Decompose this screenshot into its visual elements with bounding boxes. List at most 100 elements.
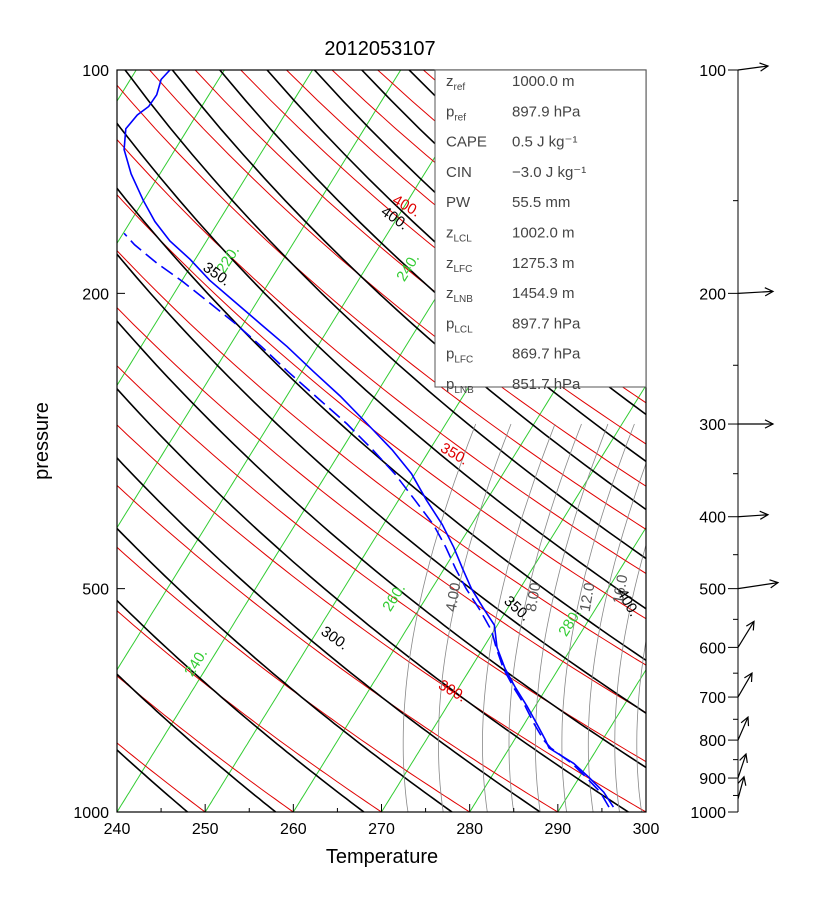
isotherm-line	[117, 70, 313, 387]
dry-adiabat-line	[117, 306, 646, 714]
moist-adiabat-line	[117, 748, 189, 812]
mixing-ratio-line	[438, 423, 512, 812]
mixing-ratio-line	[561, 423, 635, 812]
wind-axis-label: 900	[699, 771, 726, 788]
axis-ticks: 240 250 260 270 280 290 300 100 200 500 1000	[73, 63, 659, 838]
line-label: 260.	[379, 581, 409, 615]
wind-barb-arrow	[737, 776, 745, 800]
x-tick-label: 290	[544, 821, 571, 838]
dewpoint-profile-line	[123, 232, 610, 808]
info-row-value: 0.5 J kg⁻¹	[512, 134, 577, 151]
wind-barb-arrow	[737, 716, 749, 741]
mixing-ratio-line	[535, 423, 609, 812]
dry-adiabat-line	[117, 84, 646, 530]
moist-adiabat-line	[117, 252, 646, 715]
wind-axis-label: 100	[699, 63, 726, 80]
dry-adiabat-line	[117, 249, 646, 666]
line-label: 8.00	[523, 581, 545, 613]
isotherm-line	[645, 811, 646, 812]
wind-axis-label: 200	[699, 286, 726, 303]
info-row-label: CIN	[446, 164, 472, 181]
wind-barb-arrowhead	[759, 62, 770, 72]
wind-axis-label: 300	[699, 417, 726, 434]
wind-barb-arrowhead	[744, 671, 753, 683]
x-tick-label: 270	[368, 821, 395, 838]
dry-adiabat-line	[117, 365, 646, 763]
wind-barb-arrowhead	[764, 287, 775, 297]
moist-adiabat-line	[117, 187, 646, 662]
wind-barb-arrow	[737, 621, 755, 648]
info-row-value: 869.7 hPa	[512, 346, 581, 363]
dry-adiabat-line	[117, 675, 294, 812]
wind-barb-column: 100 200 300 400 500 600 700 800 900 1000	[690, 62, 780, 822]
wind-barb-arrowhead	[739, 752, 748, 763]
wind-barb-arrow	[737, 582, 779, 590]
line-label: 350.	[437, 439, 471, 468]
isotherm-line	[381, 384, 646, 812]
x-tick-label: 250	[192, 821, 219, 838]
y-tick-label: 100	[82, 63, 109, 80]
dry-adiabat-line	[117, 193, 646, 620]
line-label: 4.00	[443, 581, 465, 613]
x-tick-label: 280	[456, 821, 483, 838]
isotherm-line	[117, 70, 137, 102]
mixing-ratio-line	[402, 423, 477, 812]
mixing-ratio-line	[636, 638, 646, 812]
info-row-value: 1454.9 m	[512, 285, 575, 302]
dry-adiabat-line	[117, 484, 559, 812]
wind-barb-arrowhead	[764, 419, 775, 429]
wind-barb-arrowhead	[740, 715, 750, 727]
x-tick-label: 300	[633, 821, 660, 838]
info-row-value: 1002.0 m	[512, 225, 575, 242]
moist-adiabat-line	[117, 527, 453, 812]
moist-adiabat-line	[117, 673, 277, 812]
info-row-subscript: LFC	[454, 264, 473, 275]
moist-adiabat-line	[117, 122, 646, 610]
wind-barb-arrow	[737, 514, 769, 518]
isotherm-line	[117, 70, 578, 812]
wind-axis-label: 500	[699, 582, 726, 599]
wind-barb-arrowhead	[737, 775, 747, 786]
wind-barb-arrowhead	[759, 510, 770, 520]
info-row-subscript: LCL	[454, 324, 473, 335]
wind-barb-arrow	[737, 65, 769, 71]
info-row-value: −3.0 J kg⁻¹	[512, 164, 586, 181]
moist-adiabat-line	[124, 70, 646, 560]
moist-adiabat-line	[117, 319, 646, 769]
isotherm-line	[557, 668, 646, 812]
mixing-ratio-line	[482, 423, 556, 812]
mixing-ratio-line	[614, 543, 646, 812]
dry-adiabat-line	[117, 424, 646, 812]
line-label: 240.	[181, 646, 211, 680]
plot-area	[117, 70, 646, 812]
wind-barb-arrow	[737, 290, 774, 294]
line-label: 16.0	[610, 573, 632, 605]
info-row-subscript: ref	[454, 112, 466, 123]
isotherm-line	[117, 70, 490, 671]
wind-barb-arrow	[737, 753, 747, 779]
x-axis-label: Temperature	[326, 846, 438, 868]
info-row-value: 897.7 hPa	[512, 315, 581, 332]
y-tick-label: 500	[82, 582, 109, 599]
moist-adiabat-line	[117, 599, 365, 812]
wind-axis-label: 400	[699, 510, 726, 527]
line-label: 240.	[393, 251, 423, 285]
isotherm-line	[117, 70, 402, 529]
info-row-value: 1000.0 m	[512, 73, 575, 90]
info-row-value: 897.9 hPa	[512, 103, 581, 120]
y-tick-label: 1000	[73, 805, 109, 822]
info-row-label: PW	[446, 194, 471, 211]
info-row-subscript: LFC	[454, 355, 473, 366]
info-row-subscript: LNB	[454, 294, 474, 305]
y-tick-label: 200	[82, 286, 109, 303]
isotherm-line	[469, 526, 646, 812]
y-axis-label: pressure	[31, 402, 53, 480]
info-row-value: 1275.3 m	[512, 255, 575, 272]
dry-adiabat-line	[117, 610, 382, 812]
dry-adiabat-line	[117, 546, 470, 812]
info-panel-box	[434, 69, 647, 388]
wind-axis-label: 800	[699, 733, 726, 750]
info-row-label: CAPE	[446, 134, 487, 151]
